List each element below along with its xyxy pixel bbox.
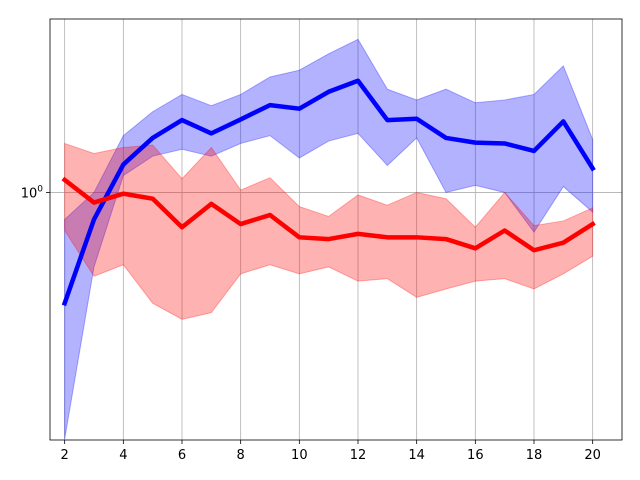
x-tick-label: 10 bbox=[291, 448, 308, 463]
series-1-line bbox=[61, 78, 596, 307]
series-2-band bbox=[64, 142, 594, 320]
x-tick-label: 6 bbox=[178, 448, 186, 463]
y-tick-label: 100 bbox=[21, 184, 44, 201]
x-tick-label: 14 bbox=[408, 448, 425, 463]
series-2-line bbox=[61, 176, 596, 253]
x-tick-label: 18 bbox=[526, 448, 543, 463]
x-tick-label: 20 bbox=[584, 448, 601, 463]
x-tick-label: 2 bbox=[61, 448, 69, 463]
x-tick-label: 8 bbox=[237, 448, 245, 463]
x-axis-tick-labels: 2 4 6 8 10 12 14 16 18 20 bbox=[61, 448, 601, 463]
x-tick-label: 12 bbox=[350, 448, 367, 463]
plot-frame bbox=[49, 18, 623, 441]
x-tick-label: 4 bbox=[119, 448, 127, 463]
y-axis-tick-labels: 100 bbox=[21, 184, 44, 201]
x-tick-label: 16 bbox=[467, 448, 484, 463]
grid bbox=[50, 19, 622, 440]
series-lines bbox=[61, 78, 596, 307]
axis-ticks bbox=[46, 192, 594, 444]
